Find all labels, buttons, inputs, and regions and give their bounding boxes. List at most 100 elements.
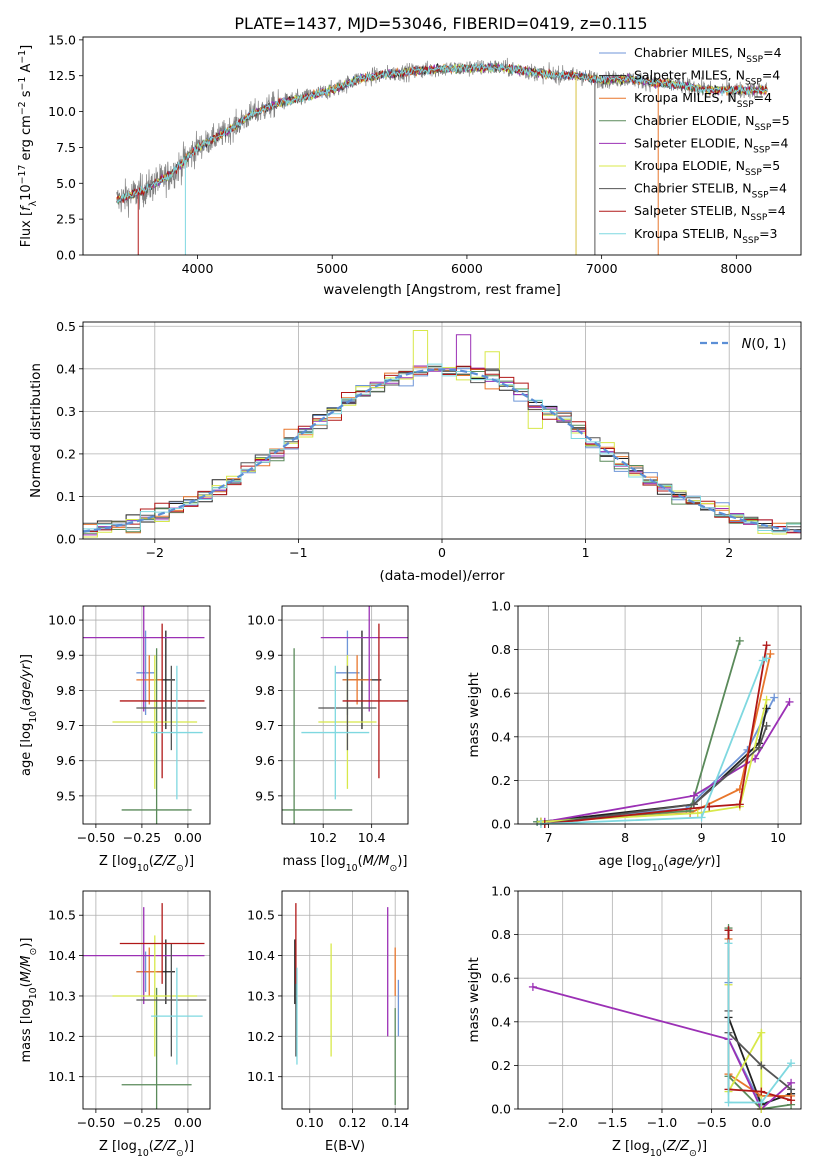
y-tick-label: 10.5 xyxy=(247,908,275,923)
y-tick-label: 0.3 xyxy=(56,404,76,419)
x-tick-label: 10.4 xyxy=(358,830,386,845)
weight-line-1 xyxy=(727,930,792,1106)
y-tick-label: 10.1 xyxy=(48,1069,76,1084)
x-tick-label: 1 xyxy=(582,545,590,560)
y-tick-label: 9.7 xyxy=(56,718,76,733)
x-axis-label: Z [log10(Z/Z⊙)] xyxy=(99,854,194,874)
age-vs-mass-panel: 10.2 10.4 9.5 9.6 9.7 9.8 9.9 10.0 mass [log10(M… xyxy=(247,605,409,874)
y-tick-label: 10.1 xyxy=(247,1069,275,1084)
x-tick-label: 0.14 xyxy=(381,1115,409,1130)
axes-frame xyxy=(281,605,409,825)
x-tick-label: −0.50 xyxy=(77,830,115,845)
legend-label: Kroupa MILES, NSSP=4 xyxy=(634,90,772,110)
x-tick-label: −2 xyxy=(146,545,164,560)
x-tick-label: −0.25 xyxy=(123,1115,161,1130)
axes-frame xyxy=(82,890,211,1110)
x-tick-label: 6000 xyxy=(451,261,483,276)
y-tick-label: 0.1 xyxy=(56,489,76,504)
legend-label: Chabrier MILES, NSSP=4 xyxy=(634,45,782,65)
y-tick-label: 10.0 xyxy=(48,104,76,119)
y-tick-label: 10.2 xyxy=(48,1029,76,1044)
legend-label: Chabrier STELIB, NSSP=4 xyxy=(634,181,787,201)
legend-label: Kroupa STELIB, NSSP=3 xyxy=(634,226,778,246)
x-tick-label: 10 xyxy=(770,830,786,845)
y-tick-label: 0.0 xyxy=(56,248,76,263)
x-tick-label: 0.0 xyxy=(751,1115,771,1130)
y-tick-label: 10.3 xyxy=(247,988,275,1003)
x-tick-label: −0.50 xyxy=(77,1115,115,1130)
y-axis-label: age [log10(age/yr)] xyxy=(19,654,39,776)
x-tick-label: 4000 xyxy=(182,261,214,276)
y-tick-label: 0.0 xyxy=(56,532,76,547)
y-tick-label: 10.4 xyxy=(247,948,275,963)
y-tick-label: 0.6 xyxy=(491,686,511,701)
y-tick-label: 10.5 xyxy=(48,908,76,923)
weight-line-2 xyxy=(727,939,792,1097)
y-tick-label: 0.6 xyxy=(491,971,511,986)
figure-title: PLATE=1437, MJD=53046, FIBERID=0419, z=0… xyxy=(234,14,647,33)
y-tick-label: 9.6 xyxy=(255,753,275,768)
y-tick-label: 0.2 xyxy=(491,773,511,788)
y-tick-label: 9.6 xyxy=(56,753,76,768)
weight-vs-Z-panel: −2.0 −1.5 −1.0 −0.5 0.0 0.0 0.2 0.4 0.6 0.8 1.0 Z [… xyxy=(466,884,802,1159)
x-tick-label: −0.5 xyxy=(696,1115,726,1130)
y-tick-label: 5.0 xyxy=(56,176,76,191)
y-tick-label: 10.4 xyxy=(48,948,76,963)
y-tick-label: 0.4 xyxy=(491,1014,511,1029)
x-axis-label: age [log10(age/yr)] xyxy=(598,854,720,874)
x-axis-label: Z [log10(Z/Z⊙)] xyxy=(99,1139,194,1159)
legend-label: Kroupa ELODIE, NSSP=5 xyxy=(634,158,780,178)
mass-vs-ebv-panel: 0.10 0.12 0.14 10.1 10.2 10.3 10.4 10.5 E(B-V) xyxy=(247,890,409,1154)
y-tick-label: 9.7 xyxy=(255,718,275,733)
y-tick-label: 9.8 xyxy=(255,683,275,698)
x-tick-label: −1.5 xyxy=(597,1115,627,1130)
y-tick-label: 10.0 xyxy=(247,613,275,628)
y-axis-label: mass weight xyxy=(466,957,482,1042)
axes-frame xyxy=(517,890,802,1110)
y-tick-label: 9.9 xyxy=(255,648,275,663)
x-axis-label: E(B-V) xyxy=(325,1139,365,1154)
axes-frame xyxy=(82,605,211,825)
y-tick-label: 9.9 xyxy=(56,648,76,663)
spectrum-panel: 4000 5000 6000 7000 8000 0.0 2.5 5.0 7.5 10.0 12.5… xyxy=(17,32,802,298)
x-tick-label: 0 xyxy=(438,545,446,560)
y-tick-label: 0.8 xyxy=(491,927,511,942)
y-tick-label: 0.8 xyxy=(491,642,511,657)
x-tick-label: −0.25 xyxy=(123,830,161,845)
x-axis-label: mass [log10(M/M⊙)] xyxy=(283,854,408,874)
age-vs-Z-panel: −0.50 −0.25 0.00 9.5 9.6 9.7 9.8 9.9 10.0 Z [log1… xyxy=(19,605,211,874)
normal-curve-line xyxy=(83,368,801,533)
axes-frame xyxy=(82,36,802,256)
x-tick-label: 0.00 xyxy=(174,1115,202,1130)
axes-frame xyxy=(517,605,802,825)
y-tick-label: 9.5 xyxy=(56,788,76,803)
mass-vs-Z-panel: −0.50 −0.25 0.00 10.1 10.2 10.3 10.4 10.5 Z [log… xyxy=(19,890,211,1159)
y-tick-label: 15.0 xyxy=(48,32,76,47)
y-axis-label: Flux [fλ10−17 erg cm−2 s−1 A−1] xyxy=(17,45,39,247)
y-axis-label: mass [log10(M/M⊙)] xyxy=(19,938,39,1063)
axes-frame xyxy=(281,890,409,1110)
y-tick-label: 7.5 xyxy=(56,140,76,155)
weight-line-7 xyxy=(544,645,768,824)
y-tick-label: 0.4 xyxy=(491,729,511,744)
y-tick-label: 10.0 xyxy=(48,613,76,628)
x-tick-label: 8 xyxy=(621,830,629,845)
weight-line-2 xyxy=(540,653,772,823)
y-tick-label: 10.3 xyxy=(48,988,76,1003)
x-axis-label: Z [log10(Z/Z⊙)] xyxy=(612,1139,707,1159)
legend-label: Chabrier ELODIE, NSSP=5 xyxy=(634,113,790,133)
weight-line-6 xyxy=(544,725,768,824)
x-tick-label: −1 xyxy=(289,545,307,560)
x-tick-label: 7 xyxy=(545,830,553,845)
legend-label: Salpeter MILES, NSSP=4 xyxy=(634,68,780,88)
y-tick-label: 9.5 xyxy=(255,788,275,803)
weight-line-4 xyxy=(544,701,791,823)
axes-frame xyxy=(82,321,802,540)
y-axis-label: Normed distribution xyxy=(28,363,44,498)
model-fit-line-8 xyxy=(116,62,768,203)
x-tick-label: 0.10 xyxy=(296,1115,324,1130)
x-tick-label: 2 xyxy=(725,545,733,560)
legend: Chabrier MILES, NSSP=4 Salpeter MILES, NS… xyxy=(599,45,790,246)
y-tick-label: 1.0 xyxy=(491,599,511,614)
